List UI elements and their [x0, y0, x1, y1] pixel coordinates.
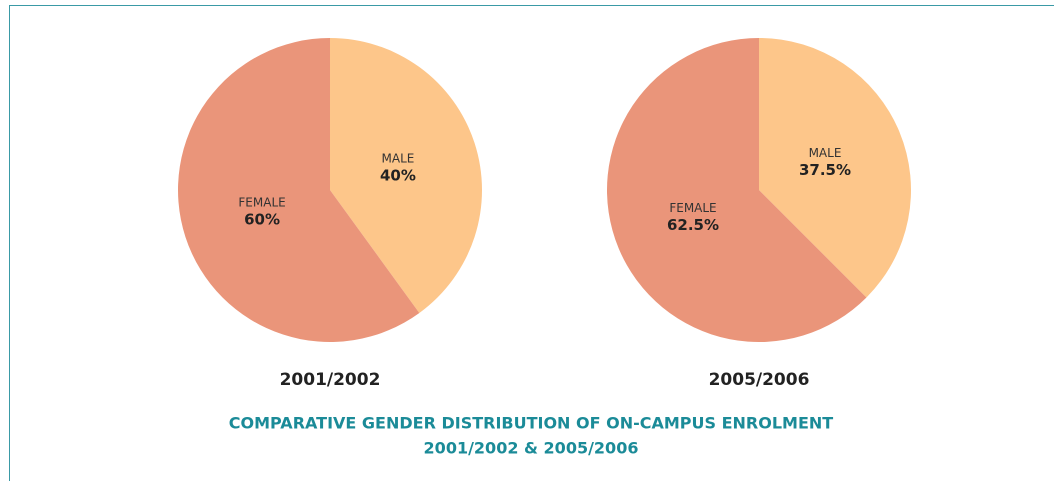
slice-value: 40% [380, 166, 416, 184]
pie-slice [759, 38, 911, 298]
frame [9, 5, 1054, 481]
chart-title: 2005/2006 [709, 370, 810, 390]
slice-category: MALE [382, 151, 415, 165]
pie-slice [606, 38, 867, 343]
slice-value: 62.5% [667, 216, 719, 234]
slice-value: 60% [244, 211, 280, 229]
slice-category: MALE [809, 146, 842, 160]
slice-value: 37.5% [799, 161, 851, 179]
slice-category: FEMALE [238, 196, 285, 210]
slice-category: FEMALE [669, 201, 716, 215]
chart-title: 2001/2002 [280, 370, 381, 390]
caption-line: 2001/2002 & 2005/2006 [424, 439, 639, 458]
caption-line: COMPARATIVE GENDER DISTRIBUTION OF ON-CA… [229, 414, 834, 433]
pie-slice [330, 38, 482, 313]
pie-slice [177, 38, 420, 343]
